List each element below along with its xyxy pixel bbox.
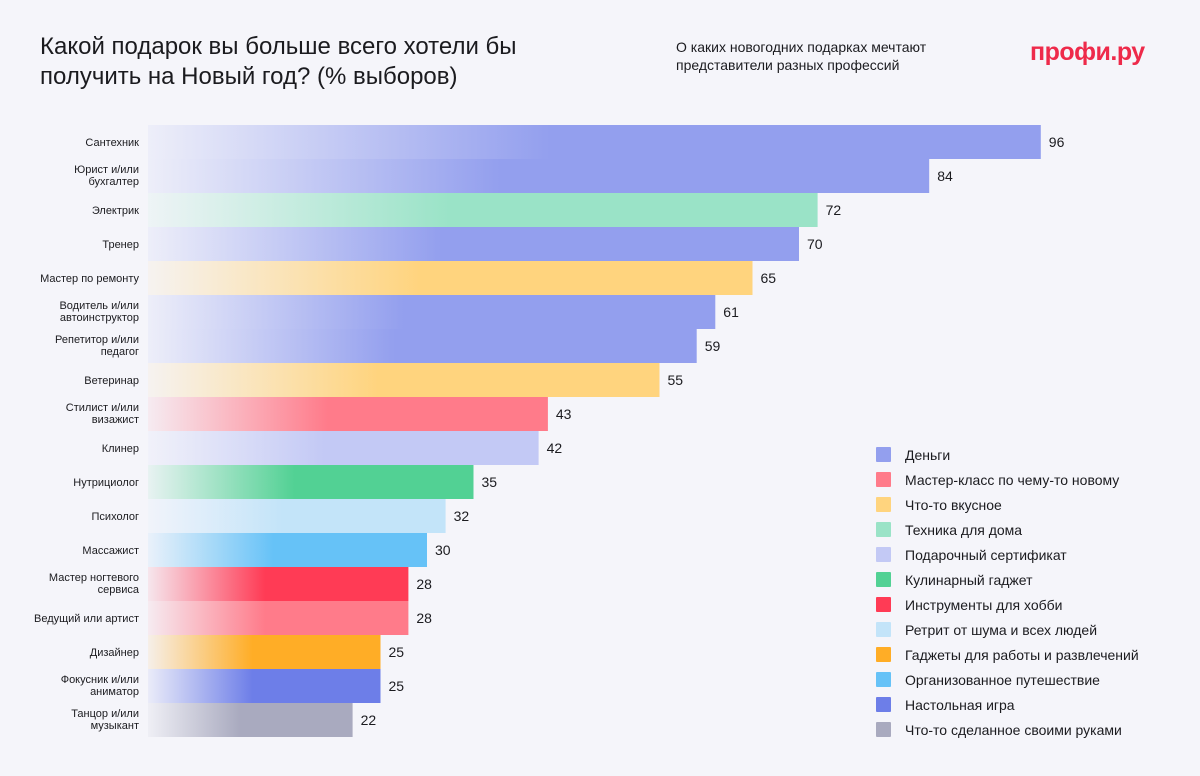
legend-label: Кулинарный гаджет: [905, 571, 1033, 588]
legend-label: Деньги: [905, 446, 951, 463]
legend-swatch: [876, 647, 891, 662]
value-label-1: 96: [1049, 134, 1065, 150]
bar-5: [148, 261, 753, 295]
legend-item-3: Что-то вкусное: [876, 492, 1139, 517]
bar-8: [148, 363, 660, 397]
bar-16: [148, 635, 381, 669]
value-label-5: 65: [761, 270, 777, 286]
value-label-11: 35: [482, 474, 498, 490]
legend-swatch: [876, 547, 891, 562]
legend-label: Организованное путешествие: [905, 671, 1100, 688]
category-label-2: Юрист и/или бухгалтер: [74, 164, 139, 188]
legend-item-6: Кулинарный гаджет: [876, 567, 1139, 592]
legend-swatch: [876, 597, 891, 612]
legend-swatch: [876, 497, 891, 512]
value-label-8: 55: [668, 372, 684, 388]
category-label-17: Фокусник и/или аниматор: [61, 674, 139, 698]
category-label-13: Массажист: [82, 545, 139, 557]
category-label-10: Клинер: [102, 443, 139, 455]
category-label-8: Ветеринар: [84, 375, 139, 387]
bar-2: [148, 159, 930, 193]
legend-item-9: Гаджеты для работы и развлечений: [876, 642, 1139, 667]
category-label-1: Сантехник: [85, 137, 139, 149]
legend-item-5: Подарочный сертификат: [876, 542, 1139, 567]
bar-14: [148, 567, 409, 601]
bar-7: [148, 329, 697, 363]
legend-swatch: [876, 447, 891, 462]
category-label-18: Танцор и/или музыкант: [71, 708, 139, 732]
value-label-4: 70: [807, 236, 823, 252]
value-label-9: 43: [556, 406, 572, 422]
bar-10: [148, 431, 539, 465]
value-label-16: 25: [389, 644, 405, 660]
legend-item-2: Мастер-класс по чему-то новому: [876, 467, 1139, 492]
bar-9: [148, 397, 548, 431]
value-label-17: 25: [389, 678, 405, 694]
legend-item-8: Ретрит от шума и всех людей: [876, 617, 1139, 642]
chart-title: Какой подарок вы больше всего хотели бы …: [40, 33, 517, 90]
category-label-11: Нутрициолог: [73, 477, 139, 489]
value-label-7: 59: [705, 338, 721, 354]
legend-swatch: [876, 622, 891, 637]
bar-13: [148, 533, 427, 567]
chart-legend: Деньги Мастер-класс по чему-то новому Что-…: [876, 442, 1139, 742]
value-label-13: 30: [435, 542, 451, 558]
value-label-3: 72: [826, 202, 842, 218]
legend-label: Что-то вкусное: [905, 496, 1002, 513]
bar-4: [148, 227, 799, 261]
value-label-15: 28: [416, 610, 432, 626]
legend-swatch: [876, 672, 891, 687]
bar-18: [148, 703, 353, 737]
value-label-6: 61: [723, 304, 739, 320]
legend-label: Гаджеты для работы и развлечений: [905, 646, 1139, 663]
category-label-5: Мастер по ремонту: [40, 273, 139, 285]
legend-label: Настольная игра: [905, 696, 1015, 713]
legend-swatch: [876, 472, 891, 487]
value-label-12: 32: [454, 508, 470, 524]
value-label-2: 84: [937, 168, 953, 184]
bar-6: [148, 295, 716, 329]
value-label-14: 28: [416, 576, 432, 592]
bar-3: [148, 193, 818, 227]
legend-label: Ретрит от шума и всех людей: [905, 621, 1098, 638]
legend-label: Что-то сделанное своими руками: [905, 721, 1122, 738]
bar-15: [148, 601, 409, 635]
legend-item-10: Организованное путешествие: [876, 667, 1139, 692]
legend-swatch: [876, 572, 891, 587]
bar-17: [148, 669, 381, 703]
legend-label: Мастер-класс по чему-то новому: [905, 471, 1120, 488]
category-label-14: Мастер ногтевого сервиса: [49, 572, 140, 596]
legend-item-12: Что-то сделанное своими руками: [876, 717, 1139, 742]
legend-label: Подарочный сертификат: [905, 546, 1067, 563]
category-label-3: Электрик: [92, 205, 139, 217]
legend-label: Техника для дома: [905, 521, 1023, 538]
legend-item-7: Инструменты для хобби: [876, 592, 1139, 617]
legend-swatch: [876, 522, 891, 537]
bar-1: [148, 125, 1041, 159]
brand-logo[interactable]: профи.ру: [1030, 38, 1145, 66]
legend-label: Инструменты для хобби: [905, 596, 1063, 613]
chart-subtitle: О каких новогодних подарках мечтают пред…: [676, 39, 927, 73]
category-label-15: Ведущий или артист: [34, 613, 139, 625]
bar-11: [148, 465, 474, 499]
category-label-12: Психолог: [92, 511, 139, 523]
legend-item-4: Техника для дома: [876, 517, 1139, 542]
category-label-4: Тренер: [102, 239, 139, 251]
category-label-16: Дизайнер: [90, 647, 139, 659]
legend-item-11: Настольная игра: [876, 692, 1139, 717]
category-label-9: Стилист и/или визажист: [66, 402, 139, 426]
value-label-10: 42: [547, 440, 563, 456]
category-label-7: Репетитор и/или педагог: [55, 334, 139, 358]
value-label-18: 22: [361, 712, 377, 728]
legend-item-1: Деньги: [876, 442, 1139, 467]
bar-12: [148, 499, 446, 533]
legend-swatch: [876, 722, 891, 737]
legend-swatch: [876, 697, 891, 712]
category-label-6: Водитель и/или автоинструктор: [59, 300, 139, 324]
